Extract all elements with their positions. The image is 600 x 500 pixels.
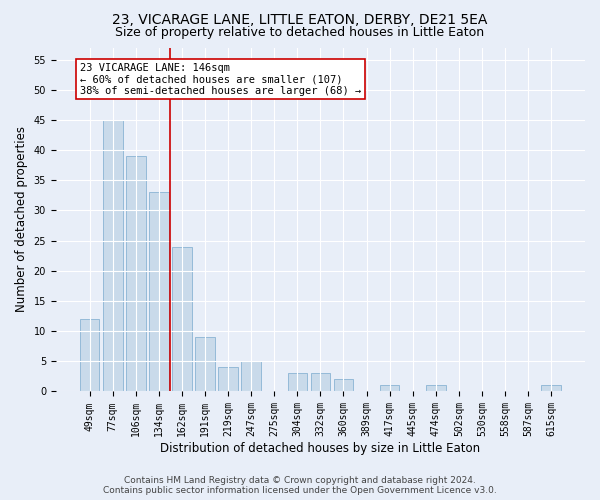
X-axis label: Distribution of detached houses by size in Little Eaton: Distribution of detached houses by size … bbox=[160, 442, 481, 455]
Y-axis label: Number of detached properties: Number of detached properties bbox=[15, 126, 28, 312]
Bar bbox=[172, 246, 192, 392]
Bar bbox=[311, 374, 330, 392]
Text: 23, VICARAGE LANE, LITTLE EATON, DERBY, DE21 5EA: 23, VICARAGE LANE, LITTLE EATON, DERBY, … bbox=[112, 12, 488, 26]
Bar bbox=[126, 156, 146, 392]
Bar bbox=[380, 386, 400, 392]
Bar bbox=[287, 374, 307, 392]
Bar bbox=[103, 120, 122, 392]
Bar bbox=[80, 319, 100, 392]
Bar bbox=[334, 380, 353, 392]
Text: Size of property relative to detached houses in Little Eaton: Size of property relative to detached ho… bbox=[115, 26, 485, 39]
Text: Contains HM Land Registry data © Crown copyright and database right 2024.
Contai: Contains HM Land Registry data © Crown c… bbox=[103, 476, 497, 495]
Text: 23 VICARAGE LANE: 146sqm
← 60% of detached houses are smaller (107)
38% of semi-: 23 VICARAGE LANE: 146sqm ← 60% of detach… bbox=[80, 62, 361, 96]
Bar bbox=[426, 386, 446, 392]
Bar bbox=[149, 192, 169, 392]
Bar bbox=[218, 368, 238, 392]
Bar bbox=[241, 362, 261, 392]
Bar bbox=[541, 386, 561, 392]
Bar bbox=[195, 337, 215, 392]
